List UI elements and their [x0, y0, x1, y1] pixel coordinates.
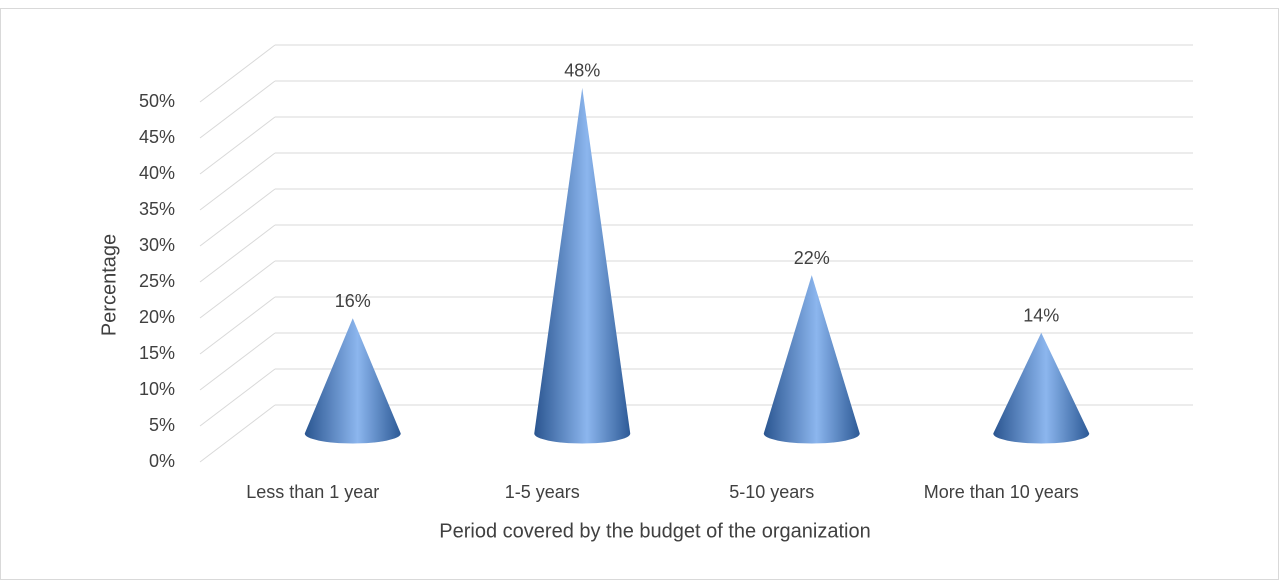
- data-label: 22%: [794, 248, 830, 268]
- y-tick-label: 25%: [139, 271, 175, 291]
- x-axis-title: Period covered by the budget of the orga…: [439, 520, 870, 542]
- cone: [534, 87, 631, 444]
- cone: [763, 275, 860, 444]
- y-tick-label: 0%: [149, 451, 175, 471]
- y-tick-label: 10%: [139, 379, 175, 399]
- data-label: 14%: [1023, 305, 1059, 325]
- y-tick-label: 5%: [149, 415, 175, 435]
- x-tick-label: 1-5 years: [505, 482, 580, 502]
- y-tick-label: 45%: [139, 127, 175, 147]
- x-tick-label: Less than 1 year: [246, 482, 379, 502]
- y-tick-label: 40%: [139, 163, 175, 183]
- cone: [993, 332, 1090, 444]
- grid-line-side: [199, 404, 276, 463]
- cone: [304, 318, 401, 444]
- y-tick-label: 20%: [139, 307, 175, 327]
- y-tick-label: 50%: [139, 91, 175, 111]
- y-tick-label: 15%: [139, 343, 175, 363]
- grid-line-side: [199, 116, 276, 175]
- y-tick-label: 35%: [139, 199, 175, 219]
- grid-line-side: [199, 44, 276, 103]
- y-axis-title: Percentage: [98, 234, 120, 336]
- grid-line-side: [199, 188, 276, 247]
- x-tick-label: 5-10 years: [729, 482, 814, 502]
- grid-line-side: [199, 224, 276, 283]
- grid-line-side: [199, 368, 276, 427]
- y-tick-label: 30%: [139, 235, 175, 255]
- grid-line-side: [199, 260, 276, 319]
- x-tick-label: More than 10 years: [924, 482, 1079, 502]
- chart-border: [0, 8, 1279, 580]
- data-label: 16%: [335, 291, 371, 311]
- grid-line-side: [199, 152, 276, 211]
- grid-line-side: [199, 332, 276, 391]
- grid-line-side: [199, 80, 276, 139]
- grid-line-side: [199, 296, 276, 355]
- data-label: 48%: [564, 61, 600, 81]
